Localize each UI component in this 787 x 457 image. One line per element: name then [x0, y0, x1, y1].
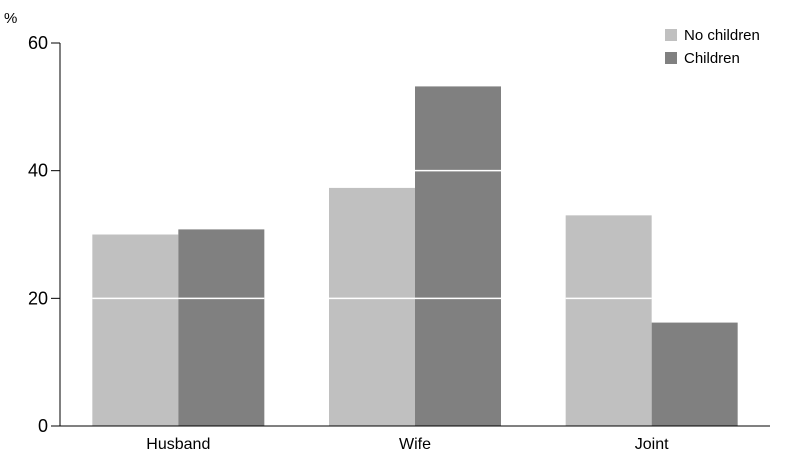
- bars-layer: [92, 86, 738, 426]
- y-tick-label: 60: [28, 33, 48, 53]
- y-axis-unit-label: %: [4, 10, 17, 27]
- bar-joint-children: [651, 322, 738, 426]
- x-tick-label: Wife: [399, 436, 431, 452]
- y-tick-label: 0: [38, 416, 48, 436]
- x-tick-label: Husband: [146, 436, 210, 452]
- y-tick-label: 40: [28, 161, 48, 181]
- legend-swatch: [665, 52, 677, 64]
- bar-husband-children: [178, 229, 265, 426]
- gridlines-layer: [92, 169, 652, 300]
- x-tick-label: Joint: [635, 436, 669, 452]
- axes-layer: Husband Wife Joint 0 20 40 60: [28, 33, 770, 453]
- legend-label: No children: [684, 27, 760, 44]
- bar-joint-no-children: [565, 215, 652, 426]
- bar-wife-children: [415, 86, 501, 426]
- bar-husband-no-children: [92, 234, 179, 426]
- bar-wife-no-children: [329, 187, 415, 426]
- legend: No children Children: [665, 27, 760, 67]
- legend-swatch: [665, 29, 677, 41]
- y-tick-label: 20: [28, 288, 48, 308]
- legend-label: Children: [684, 50, 740, 67]
